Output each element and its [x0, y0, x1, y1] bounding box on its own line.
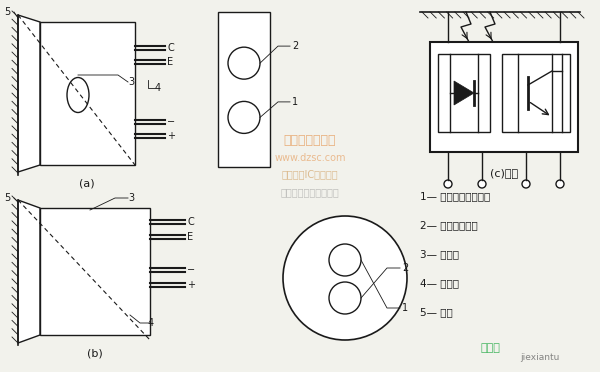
Circle shape: [522, 180, 530, 188]
Text: 接线图: 接线图: [480, 343, 500, 353]
Bar: [430, 42, 578, 152]
Ellipse shape: [67, 77, 89, 112]
Text: +: +: [187, 280, 195, 290]
Text: 全球最大IC采购网站: 全球最大IC采购网站: [281, 169, 338, 179]
Text: 3: 3: [128, 193, 134, 203]
Text: C: C: [167, 43, 174, 53]
Text: www.dzsc.com: www.dzsc.com: [274, 153, 346, 163]
Circle shape: [329, 282, 361, 314]
Polygon shape: [454, 81, 474, 105]
Text: 3: 3: [128, 77, 134, 87]
Bar: [40, 22, 135, 165]
Text: E: E: [167, 57, 173, 67]
Circle shape: [444, 180, 452, 188]
Text: −: −: [167, 117, 175, 127]
Bar: [502, 54, 570, 132]
Text: (a): (a): [79, 178, 95, 188]
Text: 2: 2: [402, 263, 408, 273]
Text: +: +: [167, 131, 175, 141]
Text: 2: 2: [292, 41, 298, 51]
Text: 2— 光敏三极管；: 2— 光敏三极管；: [420, 220, 478, 230]
Text: −: −: [187, 265, 195, 275]
Polygon shape: [18, 200, 40, 343]
Text: 1: 1: [402, 303, 408, 313]
Text: 3— 外壳；: 3— 外壳；: [420, 249, 459, 259]
Polygon shape: [18, 15, 40, 172]
Text: (c)电路: (c)电路: [490, 168, 518, 178]
Text: 4: 4: [155, 83, 161, 93]
Circle shape: [329, 244, 361, 276]
Bar: [218, 12, 270, 167]
Text: E: E: [187, 232, 193, 242]
Bar: [438, 54, 490, 132]
Text: (b): (b): [87, 348, 103, 358]
Text: 杭州络睷科技有限公司: 杭州络睷科技有限公司: [281, 187, 340, 197]
Text: 维庄电子市场网: 维庄电子市场网: [284, 134, 336, 147]
Text: 5: 5: [4, 7, 10, 17]
Text: 5— 物体: 5— 物体: [420, 307, 453, 317]
Text: 4: 4: [148, 318, 154, 328]
Text: 1— 红外发光二极管；: 1— 红外发光二极管；: [420, 191, 490, 201]
Circle shape: [283, 216, 407, 340]
Circle shape: [228, 102, 260, 134]
Text: C: C: [187, 217, 194, 227]
Text: 5: 5: [4, 193, 10, 203]
Circle shape: [556, 180, 564, 188]
Circle shape: [478, 180, 486, 188]
Circle shape: [228, 47, 260, 79]
Text: 1: 1: [292, 97, 298, 107]
Text: 4— 引脚；: 4— 引脚；: [420, 278, 459, 288]
Bar: [40, 208, 150, 335]
Text: jiexiantu: jiexiantu: [520, 353, 560, 362]
